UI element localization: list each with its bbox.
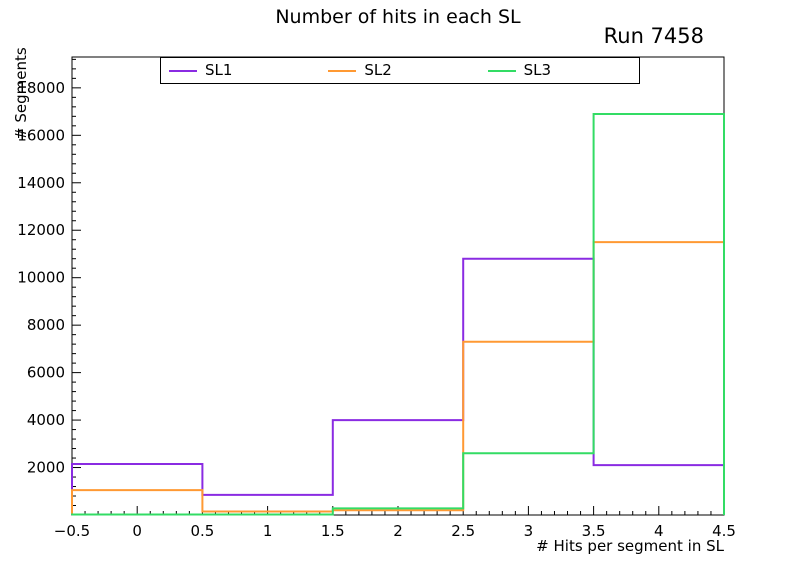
y-tick-label: 18000 xyxy=(17,79,65,97)
series-line-sl3 xyxy=(71,112,725,516)
y-tick-label: 12000 xyxy=(17,221,65,239)
sl3-line-swatch-icon xyxy=(487,69,516,72)
y-tick-label: 8000 xyxy=(27,316,65,334)
run-annotation: Run 7458 xyxy=(603,24,704,48)
x-tick-label: 3.5 xyxy=(582,522,606,540)
series-line-sl1 xyxy=(71,257,725,515)
legend-entry-sl2: SL2 xyxy=(320,58,479,83)
x-tick-label: 3 xyxy=(524,522,534,540)
x-tick-label: 4 xyxy=(654,522,664,540)
x-tick-label: 0.5 xyxy=(190,522,214,540)
legend-label-sl2: SL2 xyxy=(364,61,392,79)
x-tick-label: 4.5 xyxy=(712,522,736,540)
y-axis-ticks: 2000 4000 6000 8000 10000 12000 14000 16000 1800… xyxy=(17,58,81,516)
legend-label-sl1: SL1 xyxy=(205,61,233,79)
y-tick-label: 6000 xyxy=(27,364,65,382)
plot-frame xyxy=(71,56,725,516)
x-tick-label: 2.5 xyxy=(451,522,475,540)
y-tick-label: 10000 xyxy=(17,269,65,287)
chart-title: Number of hits in each SL xyxy=(275,6,521,28)
series-line-sl2 xyxy=(71,241,725,515)
y-axis-title: # Segments xyxy=(12,47,30,140)
y-tick-label: 4000 xyxy=(27,411,65,429)
legend-label-sl3: SL3 xyxy=(523,61,552,79)
legend-entry-sl3: SL3 xyxy=(480,58,639,83)
sl2-line-swatch-icon xyxy=(328,69,357,72)
x-tick-label: 1.5 xyxy=(321,522,345,540)
legend-entry-sl1: SL1 xyxy=(161,58,320,83)
y-tick-label: 2000 xyxy=(27,459,65,477)
y-tick-label: 14000 xyxy=(17,174,65,192)
y-tick-label: 16000 xyxy=(17,126,65,144)
x-tick-label: 0 xyxy=(132,522,142,540)
x-tick-label: 2 xyxy=(393,522,403,540)
x-tick-label: −0.5 xyxy=(54,522,90,540)
legend: SL1 SL2 SL3 xyxy=(160,57,640,84)
x-axis-title: # Hits per segment in SL xyxy=(536,537,724,555)
x-tick-label: 1 xyxy=(263,522,273,540)
sl1-line-swatch-icon xyxy=(169,69,197,72)
